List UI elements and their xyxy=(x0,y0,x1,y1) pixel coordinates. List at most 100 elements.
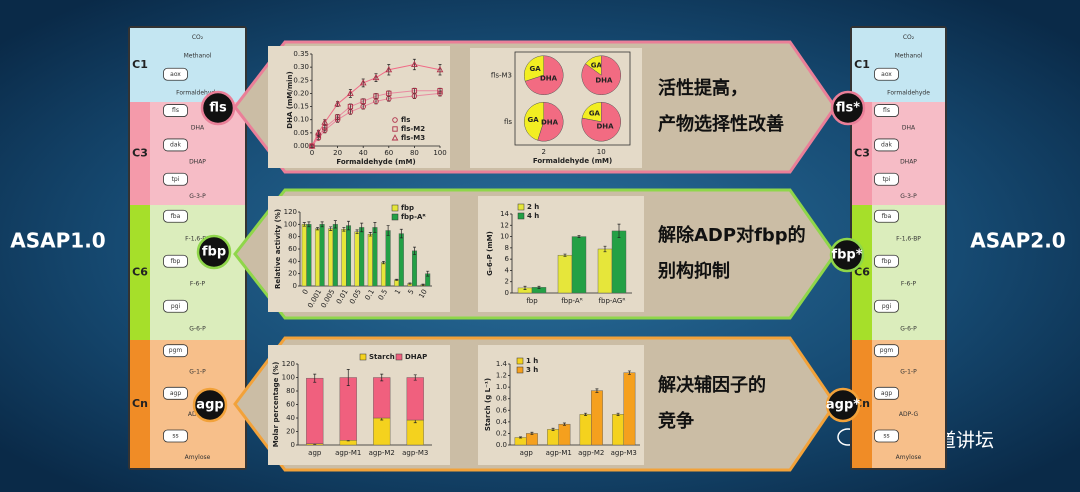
series-line xyxy=(311,92,441,147)
compound-label: G-6-P xyxy=(900,325,917,332)
section-strip xyxy=(852,205,872,340)
legend-marker xyxy=(392,126,398,132)
bar xyxy=(547,429,559,446)
enzyme-label: fba xyxy=(882,213,892,220)
y-tick-label: 14 xyxy=(500,210,509,218)
legend-label: fbp xyxy=(401,204,414,212)
section-label: Cn xyxy=(132,397,148,410)
y-tick-label: 8 xyxy=(505,244,509,252)
x-tick-label: 10 xyxy=(417,288,428,300)
badge-label: fbp* xyxy=(831,248,862,263)
legend-swatch xyxy=(517,203,525,211)
y-tick-label: 0.15 xyxy=(293,103,309,111)
enzyme-label: fls xyxy=(172,107,179,114)
enzyme-box xyxy=(163,172,188,186)
error-bar xyxy=(421,283,425,286)
enzyme-label: pgi xyxy=(882,303,892,310)
enzyme-label: agp xyxy=(881,390,892,397)
y-tick-label: 80 xyxy=(286,387,295,395)
y-tick-label: 0 xyxy=(505,289,509,297)
enzyme-label: agp xyxy=(170,390,181,397)
bar xyxy=(412,250,418,287)
y-tick-label: 0 xyxy=(293,282,297,290)
data-point xyxy=(411,88,418,94)
data-point xyxy=(334,100,341,107)
bar xyxy=(623,372,636,446)
error-bar xyxy=(368,232,372,237)
x-tick-label: agp-M3 xyxy=(402,449,428,457)
error-bar xyxy=(342,227,346,232)
error-bar xyxy=(355,229,359,234)
error-bar xyxy=(320,221,324,228)
error-bar xyxy=(346,369,350,386)
error-bar xyxy=(399,228,403,239)
legend-marker xyxy=(391,134,399,141)
bar xyxy=(579,414,592,446)
y-tick-label: 60 xyxy=(288,245,297,253)
pie-slice xyxy=(524,55,544,82)
x-tick-label: 5 xyxy=(407,288,416,296)
error-bar xyxy=(413,374,417,381)
section-strip xyxy=(130,205,150,340)
enzyme-label: ss xyxy=(172,433,178,440)
slice-label: DHA xyxy=(595,76,613,84)
compound-label: DHA xyxy=(191,124,205,131)
y-tick-label: 2 xyxy=(505,278,509,286)
enzyme-box xyxy=(163,138,188,152)
section-label: C3 xyxy=(132,147,148,160)
y-tick-label: 0.20 xyxy=(293,89,309,97)
y-tick-label: 60 xyxy=(286,401,295,409)
column-label: 10 xyxy=(597,148,606,156)
error-bar xyxy=(537,285,541,289)
slice-label: DHA xyxy=(541,119,559,127)
legend-label: 4 h xyxy=(527,212,539,220)
error-bar xyxy=(562,422,566,426)
row-label: fls-M3 xyxy=(491,71,512,79)
legend-label: 1 h xyxy=(526,357,538,365)
section-label: C6 xyxy=(854,266,870,279)
enzyme-box xyxy=(163,104,188,117)
panel-text: 活性提高， xyxy=(658,77,748,99)
slice-label: GA xyxy=(591,62,603,70)
error-bar xyxy=(530,431,534,435)
bar xyxy=(306,377,324,444)
enzyme-box xyxy=(874,138,899,152)
data-point xyxy=(359,79,367,86)
enzyme-box xyxy=(163,299,188,313)
y-tick-label: 0.35 xyxy=(293,50,309,58)
y-tick-label: 120 xyxy=(282,360,295,368)
y-tick-label: 0.0 xyxy=(496,441,507,449)
bar xyxy=(406,419,424,446)
enzyme-box xyxy=(874,299,899,313)
y-tick-label: 100 xyxy=(284,220,297,228)
x-tick-label: fbp-AGᴿ xyxy=(599,297,626,305)
y-tick-label: 0 xyxy=(291,441,295,449)
legend-swatch xyxy=(391,204,399,212)
compound-label: G-3-P xyxy=(189,193,206,200)
x-tick-label: 40 xyxy=(359,149,368,157)
section-strip xyxy=(130,102,150,205)
enzyme-label: fbp xyxy=(882,258,892,265)
y-tick-label: 80 xyxy=(288,233,297,241)
y-tick-label: 120 xyxy=(284,208,297,216)
error-bar xyxy=(329,226,333,231)
error-bar xyxy=(603,245,607,253)
badge-label: agp* xyxy=(826,398,860,413)
y-tick-label: 12 xyxy=(500,221,509,229)
bar xyxy=(398,233,404,287)
error-bar xyxy=(347,220,351,231)
section-strip xyxy=(130,28,150,102)
error-bar xyxy=(408,282,412,285)
bar xyxy=(346,225,352,287)
legend-swatch xyxy=(517,212,525,220)
error-bar xyxy=(373,222,377,233)
error-bar xyxy=(360,222,364,233)
legend-swatch xyxy=(359,353,367,361)
error-bar xyxy=(395,278,399,281)
enzyme-label: pgm xyxy=(169,347,183,354)
y-tick-label: 1.0 xyxy=(496,383,507,391)
section-strip xyxy=(130,340,150,468)
compound-label: G-3-P xyxy=(900,193,917,200)
section-strip xyxy=(852,28,872,102)
